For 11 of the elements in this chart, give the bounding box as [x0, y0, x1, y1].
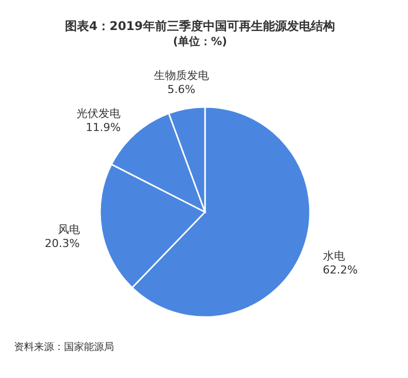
slice-label: 生物质发电	[154, 69, 209, 82]
data-label: 5.6%	[167, 83, 196, 96]
slice-label: 光伏发电	[76, 107, 121, 120]
text: 资料来源：国家能源局	[14, 341, 114, 353]
chart-title: 图表4：2019年前三季度中国可再生能源发电结构	[65, 19, 335, 33]
slice-label: 水电	[322, 249, 345, 262]
data-label: 62.2%	[322, 263, 358, 276]
slice-label: 风电	[58, 223, 80, 236]
chart-subtitle: (单位：%)	[172, 35, 228, 48]
data-label: 11.9%	[86, 121, 121, 134]
data-label: 20.3%	[44, 237, 80, 250]
